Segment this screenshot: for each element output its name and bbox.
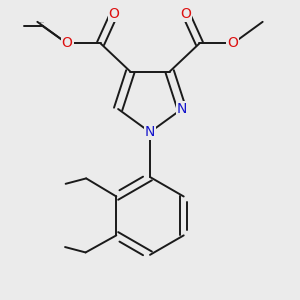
Text: methyl: methyl bbox=[40, 22, 45, 23]
Text: O: O bbox=[61, 37, 73, 50]
Text: N: N bbox=[177, 102, 187, 116]
Text: O: O bbox=[109, 7, 119, 21]
Text: O: O bbox=[227, 37, 239, 50]
Text: N: N bbox=[145, 125, 155, 139]
Text: O: O bbox=[181, 7, 191, 21]
